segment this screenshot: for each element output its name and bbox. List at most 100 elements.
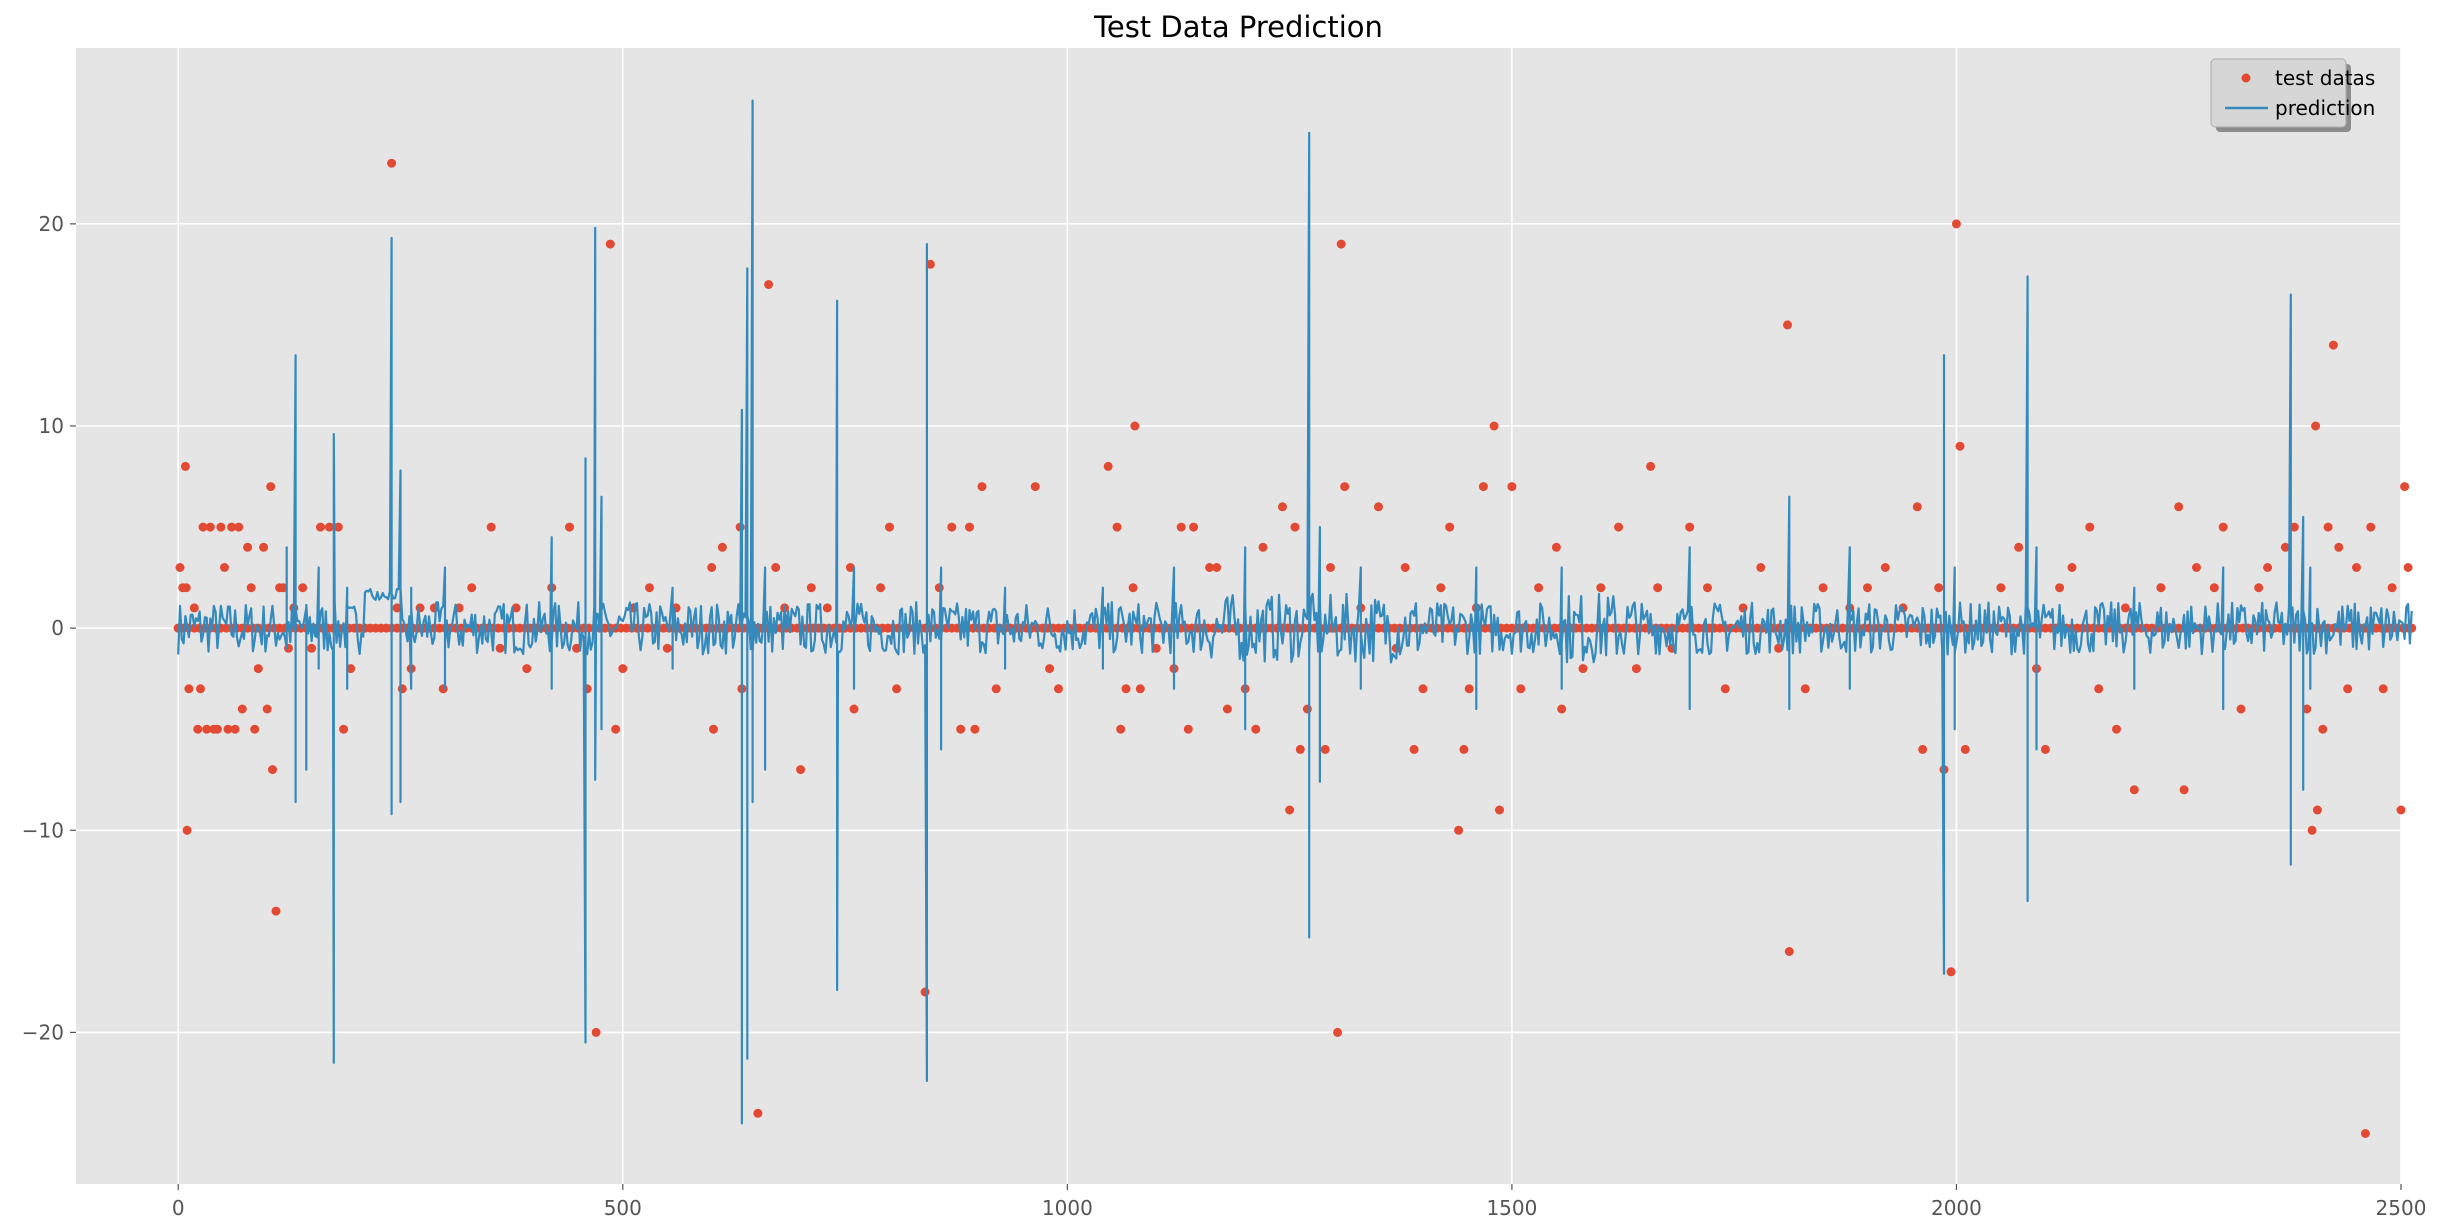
test-data-point [1478,482,1488,492]
test-data-point [565,522,574,532]
test-data-point [387,158,397,168]
test-data-point [495,643,505,653]
test-data-point [1418,684,1428,694]
x-tick-label: 1500 [1486,1196,1537,1220]
test-data-point [2236,704,2246,714]
y-tick-label: 20 [39,212,64,236]
test-data-point [618,664,628,674]
test-data-point [1326,563,1335,572]
test-data-point [2040,744,2050,754]
test-data-point [1464,684,1474,694]
test-data-point [892,684,902,694]
test-data-point [1774,643,1784,653]
test-data-point [250,724,260,734]
y-tick-label: 10 [39,414,64,438]
test-data-point [591,1027,601,1037]
test-data-point [1130,421,1140,431]
test-data-point [1955,441,1965,451]
test-data-point [212,724,222,734]
test-data-point [2352,563,2361,572]
test-data-point [2403,563,2413,572]
test-data-point [806,583,816,593]
test-data-point [2343,684,2353,694]
test-data-point [438,684,448,694]
test-data-point [2218,522,2228,532]
test-data-point [189,603,199,613]
test-data-point [1054,684,1063,694]
test-data-point [198,522,208,532]
test-data-point [1374,502,1383,512]
prediction-line [177,99,2413,1125]
test-data-point [707,563,717,572]
test-data-point [662,643,672,653]
test-data-point [2396,805,2406,815]
test-data-point [2318,724,2328,734]
test-data-point [1756,563,1766,572]
test-data-point [1454,825,1464,835]
test-data-point [1290,522,1300,532]
test-data-point [175,563,185,572]
test-data-point [2328,340,2338,350]
test-data-point [2067,563,2077,572]
test-data-point [268,765,277,775]
test-data-point [717,542,727,552]
x-tick-label: 2000 [1931,1196,1982,1220]
test-data-point [1176,522,1186,532]
test-data-point [1578,664,1588,674]
test-data-point [1946,967,1956,977]
test-data-point [1302,704,1312,714]
test-data-point [2192,563,2201,572]
test-data-point [196,684,205,694]
test-data-point [1960,744,1970,754]
test-data-point [1951,219,1961,229]
test-data-point [645,583,654,593]
plot-background [76,48,2401,1184]
test-data-point [234,522,244,532]
x-tick-label: 1000 [1042,1196,1093,1220]
test-data-point [223,724,233,734]
test-data-point [920,987,930,997]
test-data-point [1614,522,1624,532]
test-data-point [1596,583,1606,593]
test-data-point [202,724,212,734]
test-data-point [1783,320,1792,330]
test-data-point [2263,563,2273,572]
test-data-point [1340,482,1350,492]
test-data-point [259,542,269,552]
test-data-point [2156,583,2166,593]
test-data-point [1703,583,1712,593]
test-data-point [1400,563,1410,572]
test-data-point [1103,461,1113,471]
test-data-point [205,522,215,532]
test-data-point [970,724,980,734]
test-data-point [237,704,247,714]
test-data-point [1336,239,1346,249]
test-data-point [1818,583,1828,593]
x-tick-label: 500 [604,1196,642,1220]
test-data-point [1534,583,1544,593]
test-data-point [1445,522,1455,532]
test-data-point [1183,724,1193,734]
test-data-point [1112,522,1122,532]
test-data-point [1212,563,1222,572]
test-data-point [193,724,203,734]
test-data-point [1912,502,1922,512]
test-data-point [1918,744,1928,754]
test-data-point [1653,583,1663,593]
test-data-point [845,563,855,572]
test-data-point [1631,664,1641,674]
x-tick-label: 0 [172,1196,185,1220]
test-data-point [876,583,886,593]
legend-marker-test-datas [2241,73,2251,83]
test-data-point [1507,482,1517,492]
test-data-point [511,603,521,613]
test-data-point [2280,542,2290,552]
test-data-point [1685,522,1695,532]
test-data-point [2360,1129,2370,1138]
test-data-point [2129,785,2139,795]
test-data-point [1135,684,1145,694]
test-data-point [2311,421,2321,431]
test-data-point [1116,724,1126,734]
test-data-point [611,724,621,734]
test-data-point [1800,684,1810,694]
